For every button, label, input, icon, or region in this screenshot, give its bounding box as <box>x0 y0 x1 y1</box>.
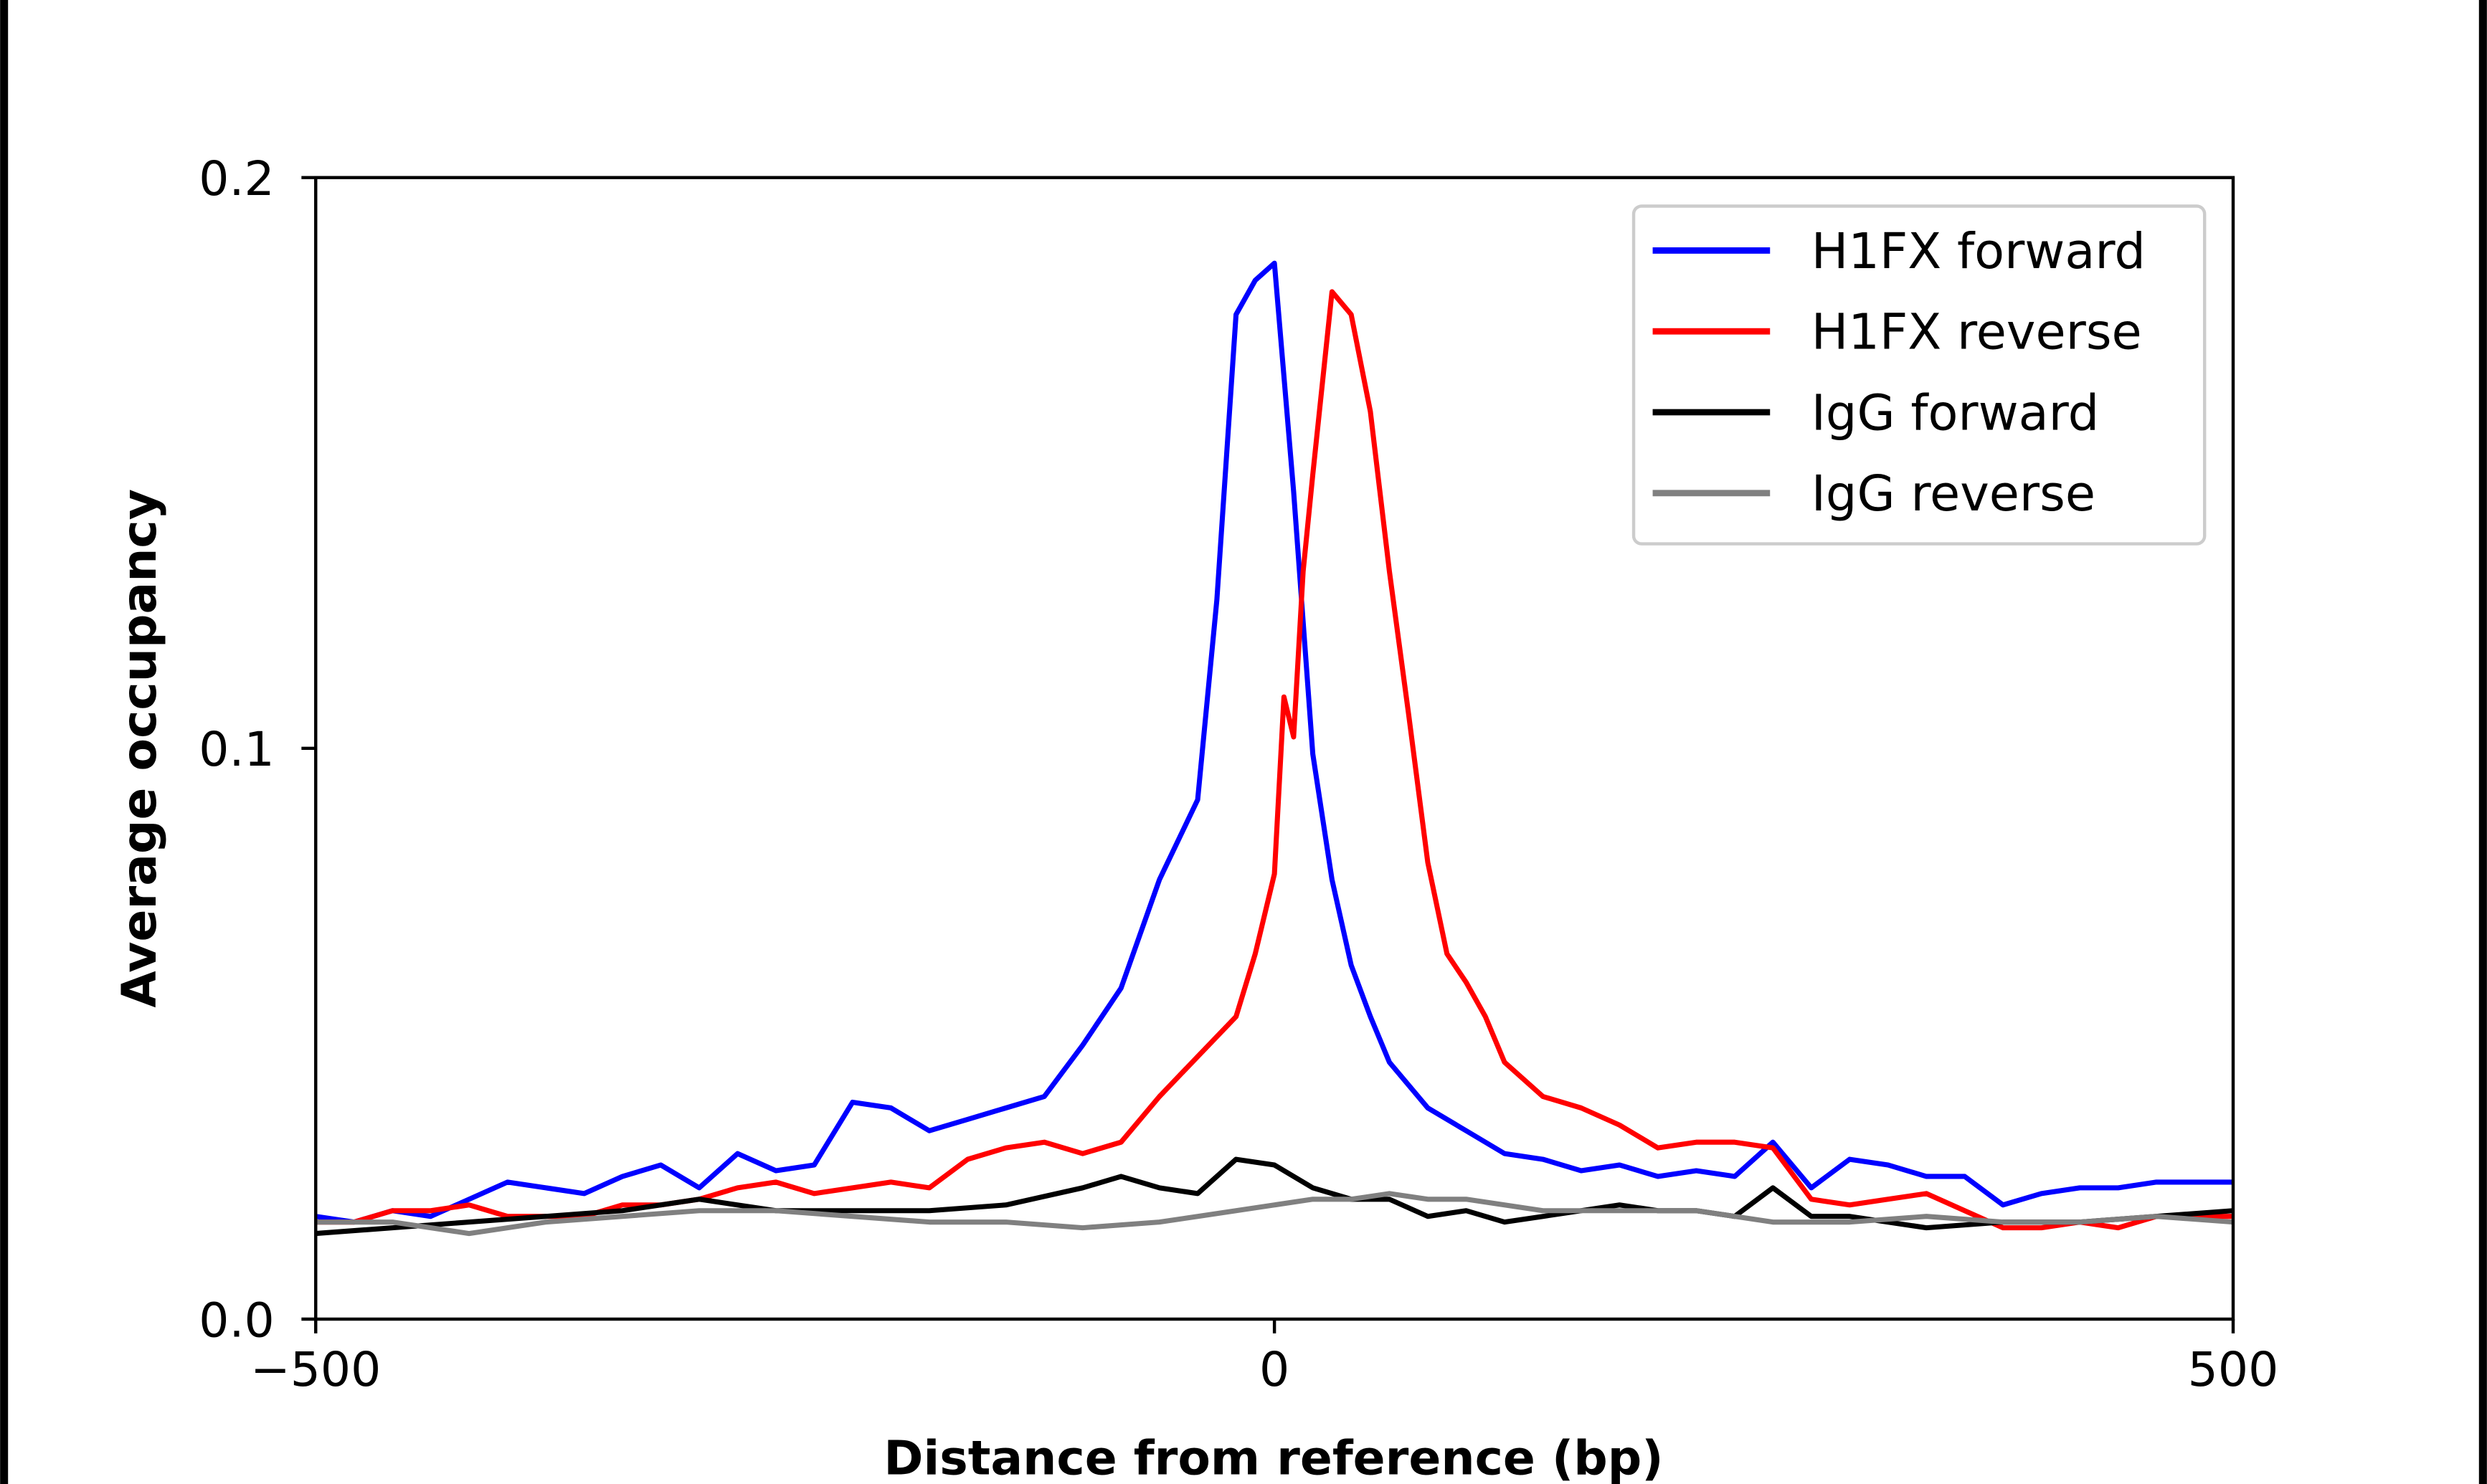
right-border <box>2478 0 2487 1484</box>
legend-label: IgG forward <box>1811 384 2099 442</box>
y-tick-label: 0.1 <box>199 721 274 777</box>
y-axis-label: Average occupancy <box>111 489 167 1008</box>
x-axis-label: Distance from reference (bp) <box>884 1430 1663 1484</box>
legend-label: H1FX forward <box>1811 223 2146 280</box>
y-tick-label: 0.0 <box>199 1292 274 1348</box>
series-line-igg-reverse <box>316 1191 2234 1237</box>
series-layer <box>315 260 2234 1237</box>
series-line-igg-forward <box>315 1156 2234 1237</box>
series-line-h1fx-forward <box>315 260 2234 1225</box>
legend-box <box>1631 204 2207 546</box>
ticks-layer: −500 0 500 0.0 0.1 0.2 <box>199 151 2278 1397</box>
left-border <box>0 0 9 1484</box>
legend-label: H1FX reverse <box>1811 304 2142 361</box>
y-tick-label: 0.2 <box>199 151 274 206</box>
legend: H1FX forward H1FX reverse IgG forward IgG r… <box>1631 204 2207 546</box>
x-tick-label: −500 <box>250 1341 381 1397</box>
legend-label: IgG reverse <box>1811 465 2095 523</box>
x-tick-label: 500 <box>2188 1341 2279 1397</box>
x-tick-label: 0 <box>1259 1341 1289 1397</box>
